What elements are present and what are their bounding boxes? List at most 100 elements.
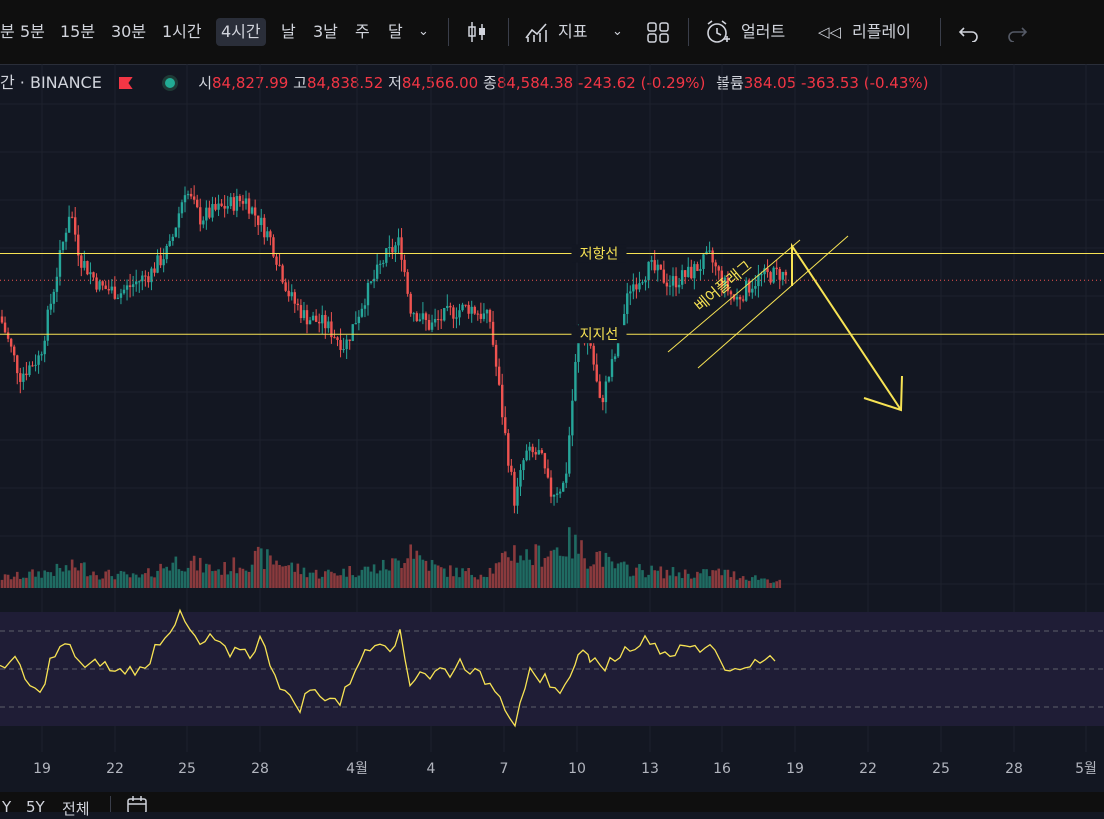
alert-clock-icon[interactable] [704, 19, 732, 45]
volume-bar [186, 567, 190, 588]
volume-bar [150, 576, 153, 588]
volume-bar [211, 571, 214, 588]
volume-bar [354, 577, 358, 588]
tf-4h[interactable]: 4시간 [216, 18, 266, 46]
tf-3d[interactable]: 3날 [313, 22, 338, 41]
candle-body [659, 264, 662, 270]
candle-body [247, 198, 251, 214]
candle-body [519, 470, 522, 487]
volume-bar [519, 555, 522, 588]
flag-channel-upper [667, 239, 801, 353]
tf-1h[interactable]: 1시간 [162, 22, 202, 41]
replay-button[interactable]: 리플레이 [852, 22, 911, 41]
candle-body [726, 277, 730, 292]
candle-body [16, 355, 19, 374]
redo-icon[interactable] [1006, 22, 1028, 42]
calendar-icon[interactable] [126, 796, 148, 812]
volume-bar [747, 580, 751, 588]
candle-body [531, 446, 534, 453]
candle-body [144, 275, 147, 277]
candle-body [711, 250, 714, 263]
range-all[interactable]: 전체 [62, 800, 90, 818]
candle-body [165, 245, 168, 260]
candle-body [290, 292, 293, 297]
volume-bar [433, 564, 437, 588]
candle-body [125, 285, 129, 290]
volume-bar [253, 550, 257, 588]
indicators-button[interactable]: 지표 [558, 22, 588, 41]
market-status-dot-icon[interactable] [165, 78, 176, 88]
volume-bar [293, 571, 297, 588]
candle-body [241, 201, 245, 204]
candle-body [281, 265, 284, 283]
candle-body [693, 264, 696, 279]
volume-bar [327, 569, 330, 588]
timeframe-chevron-icon[interactable]: ⌄ [418, 24, 429, 39]
volume-bar [610, 561, 614, 588]
volume-bar [412, 558, 416, 588]
volume-bar [729, 577, 733, 588]
undo-icon[interactable] [958, 22, 980, 42]
volume-bar [116, 573, 120, 588]
candle-body [647, 261, 650, 281]
volume-bar [497, 562, 501, 588]
volume-bar [446, 576, 449, 588]
candle-body [449, 305, 452, 308]
volume-bar [699, 573, 702, 588]
tf-5m[interactable]: 5분 [20, 22, 45, 41]
volume-bar [302, 567, 306, 588]
tf-1m[interactable]: 분 [0, 22, 15, 41]
candle-body [135, 281, 138, 285]
volume-bar [299, 574, 303, 588]
volume-bar [28, 571, 31, 588]
tf-1w[interactable]: 주 [355, 22, 370, 41]
volume-bar [552, 549, 556, 588]
candle-body [6, 332, 10, 339]
volume-bars [0, 527, 782, 588]
candle-body [461, 304, 464, 311]
candle-body [61, 241, 65, 251]
volume-bar [644, 577, 647, 588]
volume-bar [189, 560, 193, 588]
tf-30m[interactable]: 30분 [111, 22, 147, 41]
volume-bar [766, 579, 769, 588]
tf-1d[interactable]: 날 [281, 22, 296, 41]
candle-body [171, 236, 174, 241]
range-5y[interactable]: 5Y [26, 798, 45, 816]
candle-body [263, 217, 266, 238]
indicators-chevron-icon[interactable]: ⌄ [612, 24, 623, 39]
candle-body [723, 277, 727, 287]
volume-bar [430, 559, 434, 588]
candle-body [653, 260, 656, 271]
candle-body [400, 237, 403, 260]
volume-bar [693, 577, 696, 588]
volume-bar [269, 555, 272, 588]
candle-body [217, 203, 220, 210]
indicators-icon[interactable] [524, 20, 550, 44]
candle-body [760, 274, 763, 276]
range-year[interactable]: Y [2, 798, 12, 816]
volume-bar [141, 574, 144, 588]
volume-bar [391, 558, 394, 588]
volume-bar [363, 566, 367, 588]
volume-bar [711, 570, 714, 588]
candle-body [507, 433, 510, 466]
candle-body [43, 340, 46, 355]
volume-bar [583, 558, 586, 588]
replay-rewind-icon[interactable]: ◁◁ [818, 23, 842, 41]
symbol-label[interactable]: 간 · BINANCE [0, 73, 102, 92]
volume-bar [751, 577, 754, 588]
tf-15m[interactable]: 15분 [60, 22, 96, 41]
volume-bar [464, 571, 467, 588]
candle-type-icon[interactable] [466, 20, 488, 44]
tf-1mo[interactable]: 달 [388, 22, 403, 41]
candle-body [662, 269, 666, 283]
layout-grid-icon[interactable] [646, 21, 670, 43]
alert-button[interactable]: 얼러트 [741, 22, 786, 41]
candle-body [28, 365, 31, 376]
volume-bar [686, 573, 690, 588]
candle-body [342, 349, 345, 351]
volume-bar [558, 555, 562, 588]
time-axis-label: 25 [178, 761, 196, 777]
